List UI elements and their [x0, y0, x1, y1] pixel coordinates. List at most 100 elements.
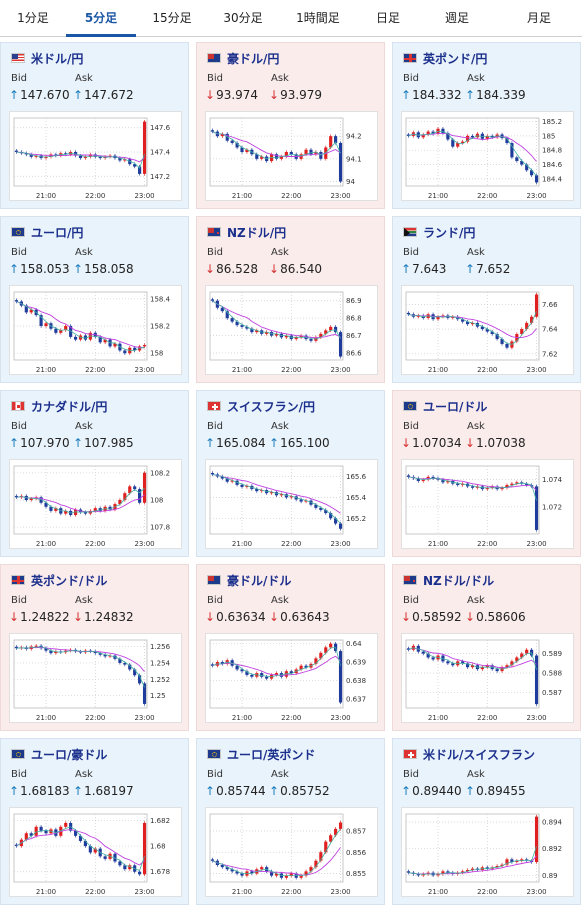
candle-body: [289, 671, 293, 674]
plot-frame: [13, 639, 148, 709]
candle-body: [138, 489, 142, 503]
pair-title[interactable]: カナダドル/円: [11, 398, 107, 414]
x-tick-label: 23:00: [134, 540, 154, 548]
price-chart[interactable]: 21:00 22:00 23:00 0.894 0.892 0.89: [401, 807, 574, 897]
bid-number: 1.24822: [20, 610, 70, 624]
pair-title[interactable]: ユーロ/英ポンド: [207, 746, 315, 762]
tab-2[interactable]: 5分足: [66, 0, 136, 37]
price-chart[interactable]: 21:00 22:00 23:00 185.2 185 184.8 184.6 184.4: [401, 111, 574, 201]
candle-body: [470, 486, 475, 488]
ask-label: Ask: [271, 595, 289, 606]
ask-label: Ask: [467, 73, 485, 84]
tab-4[interactable]: 30分足: [223, 11, 263, 25]
price-chart[interactable]: 21:00 22:00 23:00 0.64 0.639 0.638 0.637: [205, 633, 378, 723]
candle-body: [279, 494, 284, 496]
rate-card[interactable]: NZドル/円 Bid Ask ↓86.528 ↓86.540 21:00 22:00 23:0…: [196, 216, 385, 383]
pair-title[interactable]: 米ドル/円: [11, 50, 83, 66]
candle-body: [44, 502, 48, 507]
candle-body: [78, 651, 83, 653]
pair-title[interactable]: 豪ドル/円: [207, 50, 279, 66]
bid-value: ↓1.24822: [9, 610, 70, 624]
rate-card[interactable]: 英ポンド/ドル Bid Ask ↓1.24822 ↓1.24832 21:00 22:00 2…: [0, 564, 189, 731]
candle-body: [314, 860, 318, 868]
candle-body: [324, 647, 328, 653]
tab-1[interactable]: 1分足: [17, 11, 49, 25]
candle-body: [505, 485, 509, 488]
pair-title[interactable]: NZドル/円: [207, 224, 286, 240]
candle-body: [260, 673, 264, 677]
y-tick-label: 94: [346, 178, 355, 186]
price-chart[interactable]: 21:00 22:00 23:00 165.6 165.4 165.2: [205, 459, 378, 549]
candle-body: [64, 822, 68, 827]
pair-title[interactable]: 米ドル/スイスフラン: [403, 746, 535, 762]
pair-title[interactable]: NZドル/ドル: [403, 572, 494, 588]
tab-8[interactable]: 月足: [526, 11, 551, 25]
rate-card[interactable]: 米ドル/スイスフラン Bid Ask ↑0.89440 ↑0.89455 21:00 22:…: [392, 738, 581, 905]
candle-body: [314, 152, 318, 155]
price-chart[interactable]: 21:00 22:00 23:00 108.2 108 107.8: [9, 459, 182, 549]
tab-5[interactable]: 1時間足: [296, 11, 340, 25]
tab-7[interactable]: 週足: [444, 11, 469, 25]
rate-card[interactable]: ユーロ/英ポンド Bid Ask ↑0.85744 ↑0.85752 21:00 22:00…: [196, 738, 385, 905]
y-tick-label: 7.66: [542, 301, 558, 309]
price-chart[interactable]: 21:00 22:00 23:00 1.682 1.68 1.678: [9, 807, 182, 897]
candle-body: [465, 135, 470, 142]
candle-body: [495, 669, 499, 672]
rate-card[interactable]: ランド/円 Bid Ask ↑7.643 ↑7.652 21:00 22:00 23:00 7.…: [392, 216, 581, 383]
bid-label: Bid: [207, 247, 223, 258]
rate-card[interactable]: ユーロ/豪ドル Bid Ask ↑1.68183 ↑1.68197 21:00 22:00 2…: [0, 738, 189, 905]
y-tick-label: 165.6: [346, 473, 367, 481]
candle-body: [334, 136, 338, 143]
tab-3[interactable]: 15分足: [152, 11, 192, 25]
candle-body: [78, 155, 83, 159]
pair-title[interactable]: ランド/円: [403, 224, 475, 240]
price-chart[interactable]: 21:00 22:00 23:00 1.074 1.072: [401, 459, 574, 549]
pair-title[interactable]: ユーロ/豪ドル: [11, 746, 107, 762]
x-tick-label: 21:00: [232, 192, 252, 200]
candle-body: [456, 483, 460, 486]
arrow-down-icon: ↓: [205, 610, 216, 624]
candle-body: [73, 509, 78, 515]
moving-average-line: [408, 311, 537, 345]
candle-body: [289, 152, 293, 155]
pair-title[interactable]: 英ポンド/ドル: [11, 572, 107, 588]
rate-card[interactable]: ユーロ/ドル Bid Ask ↓1.07034 ↓1.07038 21:00 22:00 23…: [392, 390, 581, 557]
ask-number: 0.85752: [280, 784, 330, 798]
price-chart[interactable]: 21:00 22:00 23:00 86.9 86.8 86.7 86.6: [205, 285, 378, 375]
pair-title[interactable]: 豪ドル/ドル: [207, 572, 291, 588]
rate-card[interactable]: 米ドル/円 Bid Ask ↑147.670 ↑147.672 21:00 22:00 23:…: [0, 42, 189, 209]
bid-value: ↑7.643: [401, 262, 446, 276]
rate-card[interactable]: 豪ドル/ドル Bid Ask ↓0.63634 ↓0.63643 21:00 22:00 23…: [196, 564, 385, 731]
pair-title[interactable]: スイスフラン/円: [207, 398, 315, 414]
arrow-up-icon: ↑: [205, 784, 216, 798]
price-chart[interactable]: 21:00 22:00 23:00 147.6 147.4 147.2: [9, 111, 182, 201]
ask-number: 107.985: [84, 436, 134, 450]
price-chart[interactable]: 21:00 22:00 23:00 1.256 1.254 1.252 1.25: [9, 633, 182, 723]
candle-body: [230, 140, 234, 143]
ask-value: ↑1.68197: [73, 784, 134, 798]
candle-body: [534, 486, 539, 530]
candle-body: [24, 833, 28, 840]
pair-title[interactable]: ユーロ/円: [11, 224, 83, 240]
rate-card[interactable]: スイスフラン/円 Bid Ask ↑165.084 ↑165.100 21:00 22:00…: [196, 390, 385, 557]
rate-card[interactable]: カナダドル/円 Bid Ask ↑107.970 ↑107.985 21:00 22:00 2…: [0, 390, 189, 557]
price-chart[interactable]: 21:00 22:00 23:00 0.857 0.856 0.855: [205, 807, 378, 897]
rate-card[interactable]: 英ポンド/円 Bid Ask ↑184.332 ↑184.339 21:00 22:00 23…: [392, 42, 581, 209]
candle-body: [225, 478, 229, 482]
price-chart[interactable]: 21:00 22:00 23:00 94.2 94.1 94: [205, 111, 378, 201]
pair-title[interactable]: 英ポンド/円: [403, 50, 487, 66]
candle-body: [480, 326, 484, 330]
candle-body: [480, 667, 484, 670]
tab-6[interactable]: 日足: [375, 11, 400, 25]
price-chart[interactable]: 21:00 22:00 23:00 158.4 158.2 158: [9, 285, 182, 375]
candle-body: [426, 131, 430, 135]
rate-card[interactable]: NZドル/ドル Bid Ask ↓0.58592 ↓0.58606 21:00 22:00 2…: [392, 564, 581, 731]
arrow-up-icon: ↑: [73, 262, 84, 276]
rate-card[interactable]: 豪ドル/円 Bid Ask ↓93.974 ↓93.979 21:00 22:00 23:00…: [196, 42, 385, 209]
pair-title[interactable]: ユーロ/ドル: [403, 398, 487, 414]
moving-average-line: [408, 647, 537, 669]
price-chart[interactable]: 21:00 22:00 23:00 0.589 0.588 0.587: [401, 633, 574, 723]
candle-body: [520, 653, 524, 658]
price-chart[interactable]: 21:00 22:00 23:00 7.66 7.64 7.62: [401, 285, 574, 375]
rate-card[interactable]: ユーロ/円 Bid Ask ↑158.053 ↑158.058 21:00 22:00 23:…: [0, 216, 189, 383]
